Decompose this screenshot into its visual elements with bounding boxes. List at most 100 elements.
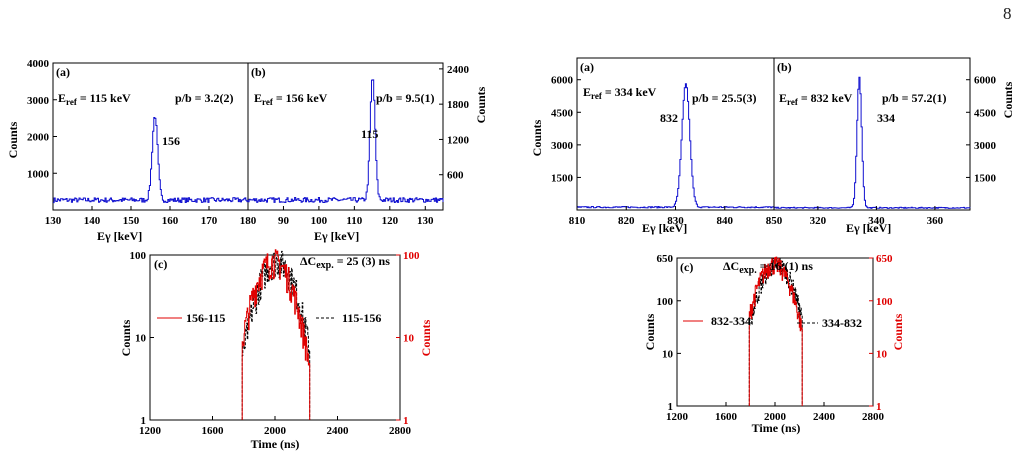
x-tick-label: 810: [569, 215, 586, 227]
right-time-black-curve: [748, 257, 803, 406]
left-time-tag: (c): [154, 257, 167, 271]
x-tick-label: 150: [123, 215, 140, 227]
left-time-x-label: Time (ns): [251, 437, 300, 451]
y-tick-label: 3000: [551, 140, 574, 152]
y-tick-label: 1: [141, 415, 147, 427]
left-panel-a-spectrum: [53, 117, 249, 204]
x-tick-label: 170: [201, 215, 218, 227]
y-tick-label-right: 10: [403, 333, 415, 345]
right-spectra-y-label-right: Counts: [1001, 81, 1015, 118]
left-panel-b-eref: Eref = 156 keV: [254, 91, 328, 107]
right-time-frame: [676, 257, 874, 407]
y-tick-label: 3000: [27, 95, 50, 107]
y-tick-label: 6000: [974, 75, 997, 87]
x-tick-label: 820: [618, 215, 635, 227]
right-time-tag: (c): [680, 260, 693, 274]
y-tick-label-right: 1: [403, 415, 409, 427]
right-panel-b-x-label: Eγ [keV]: [846, 221, 891, 235]
x-tick-label: 180: [240, 215, 257, 227]
x-tick-label: 840: [717, 215, 734, 227]
right-panel-b-peak-label: 334: [877, 111, 895, 125]
left-legend-black-label: 115-156: [342, 311, 381, 325]
right-panel-a-pb: p/b = 25.5(3): [692, 91, 757, 105]
y-tick-label: 600: [447, 170, 464, 182]
right-panel-a-eref: Eref = 334 keV: [583, 85, 657, 101]
right-spectra: 810 820 830 840 850 1500 3000 4500 6000 320 340 36…: [530, 57, 1015, 235]
x-tick-label: 1200: [666, 411, 689, 423]
y-tick-label-right: 10: [876, 348, 888, 360]
left-spectra-y-label: Counts: [6, 121, 20, 158]
right-spectra-y-label: Counts: [530, 119, 544, 156]
y-tick-label: 1800: [447, 99, 470, 111]
x-tick-label: 160: [162, 215, 179, 227]
right-time-y-label: Counts: [643, 313, 657, 350]
x-tick-label: 1600: [202, 425, 225, 437]
right-time-y-label-right: Counts: [891, 313, 905, 350]
y-tick-label: 3000: [974, 140, 997, 152]
right-time-x-label: Time (ns): [752, 421, 801, 435]
y-tick-label: 4000: [27, 58, 50, 70]
left-spectra: 130 140 150 160 170 180 1000 2000 3000 4000 90 100…: [6, 58, 488, 243]
y-tick-label: 100: [130, 250, 147, 262]
left-panel-b-peak-label: 115: [361, 127, 378, 141]
x-tick-label: 320: [810, 215, 827, 227]
y-tick-label: 10: [135, 333, 147, 345]
y-tick-label: 2000: [27, 132, 50, 144]
right-panel-b-ticks: 320 340 360 1500 3000 4500 6000: [810, 75, 997, 227]
y-tick-label: 2400: [447, 64, 470, 76]
y-tick-label: 1500: [551, 172, 574, 184]
right-panel-a-spectrum: [577, 83, 775, 209]
x-tick-label: 1600: [715, 411, 738, 423]
right-panel-a-peak-label: 832: [660, 111, 678, 125]
right-panel-a-x-label: Eγ [keV]: [642, 221, 687, 235]
left-panel-b-tag: (b): [251, 65, 266, 79]
y-tick-label: 1500: [974, 172, 997, 184]
y-tick-label: 650: [657, 253, 674, 265]
left-time-frame: [149, 254, 401, 421]
right-panel-b-frame: [773, 57, 971, 211]
left-time-black-curve: [241, 250, 311, 420]
left-panel-a-peak-label: 156: [162, 134, 180, 148]
right-legend-red-label: 832-334: [711, 314, 751, 328]
right-panel-b-eref: Eref = 832 keV: [779, 91, 853, 107]
x-tick-label: 830: [667, 215, 684, 227]
x-tick-label: 2400: [327, 425, 350, 437]
y-tick-label: 4500: [974, 107, 997, 119]
x-tick-label: 110: [346, 215, 362, 227]
left-panel-a-tag: (a): [56, 65, 70, 79]
y-tick-label-right: 1: [876, 401, 882, 413]
y-tick-label: 100: [657, 296, 674, 308]
x-tick-label: 340: [868, 215, 885, 227]
left-time-y-label: Counts: [119, 319, 133, 356]
y-tick-label: 6000: [551, 75, 574, 87]
y-tick-label-right: 650: [876, 253, 893, 265]
right-panel-b-tag: (b): [777, 60, 792, 74]
x-tick-label: 1200: [139, 425, 162, 437]
left-panel-b-pb: p/b = 9.5(1): [376, 91, 435, 105]
x-tick-label: 90: [278, 215, 290, 227]
x-tick-label: 130: [417, 215, 434, 227]
x-tick-label: 360: [927, 215, 944, 227]
x-tick-label: 140: [84, 215, 101, 227]
y-tick-label-right: 100: [876, 296, 893, 308]
right-panel-a-tag: (a): [580, 60, 594, 74]
x-tick-label: 2400: [813, 411, 836, 423]
left-panel-b-ticks: 90 100 110 120 130 600 1200 1800 2400: [278, 64, 470, 227]
right-panel-a-frame: [576, 57, 775, 211]
y-tick-label-right: 100: [403, 250, 420, 262]
right-panel-a-ticks: 810 820 830 840 850 1500 3000 4500 6000: [551, 75, 783, 227]
y-tick-label: 1200: [447, 134, 470, 146]
x-tick-label: 130: [45, 215, 62, 227]
left-panel-b-frame: [247, 62, 444, 211]
left-panel-a-ticks: 130 140 150 160 170 180 1000 2000 3000 4000: [27, 58, 257, 227]
right-time-red-curve: [748, 256, 803, 406]
x-tick-label: 100: [311, 215, 328, 227]
right-time-title: ΔCexp. = 16 (1) ns: [723, 259, 813, 276]
page-number: 8: [1003, 4, 1012, 23]
right-panel-b-pb: p/b = 57.2(1): [882, 91, 947, 105]
